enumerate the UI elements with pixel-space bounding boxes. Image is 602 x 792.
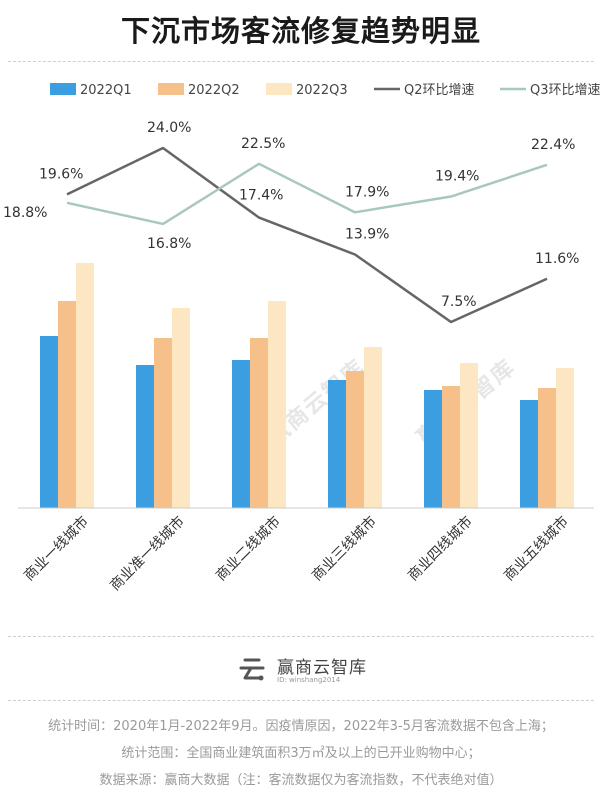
legend-label: 2022Q1 [80, 83, 132, 98]
bar [460, 363, 478, 508]
bar [232, 360, 250, 508]
bar [346, 371, 364, 508]
x-tick-labels: 商业一线城市 商业准一线城市 商业二线城市 商业三线城市 商业四线城市 商业五线城市 [20, 513, 571, 594]
footnote-source: 数据来源：赢商大数据（注：客流数据仅为客流指数，不代表绝对值） [99, 773, 503, 788]
logo-divider [8, 700, 594, 701]
bar-series [40, 263, 574, 508]
bar [136, 365, 154, 508]
bar [556, 368, 574, 508]
bar [442, 386, 460, 508]
bar [268, 301, 286, 508]
data-label: 17.4% [239, 188, 283, 204]
series-line [66, 162, 548, 226]
x-tick-label: 商业四线城市 [404, 513, 475, 584]
data-label: 11.6% [535, 251, 579, 267]
legend-swatch [158, 83, 184, 95]
legend-label: Q2环比增速 [404, 83, 475, 98]
data-label: 19.6% [39, 166, 83, 182]
brand-logo: 赢商云智库 ID: winshang2014 [237, 652, 377, 686]
bar [76, 263, 94, 508]
footer-divider [8, 636, 594, 637]
x-tick-label: 商业一线城市 [20, 513, 91, 584]
data-label: 13.9% [345, 227, 389, 243]
footnote-scope: 统计范围：全国商业建筑面积3万㎡及以上的已开业购物中心； [121, 746, 481, 761]
data-label: 18.8% [3, 205, 47, 221]
x-tick-label: 商业准一线城市 [107, 513, 188, 594]
bar [424, 390, 442, 508]
brand-name: 赢商云智库 [277, 658, 367, 678]
combo-chart: 2022Q1 2022Q2 2022Q3 Q2环比增速 Q3环比增速 19.6% 24.0… [3, 83, 601, 594]
data-label: 24.0% [147, 120, 191, 136]
x-tick-label: 商业五线城市 [500, 513, 571, 584]
series-line [66, 146, 548, 324]
bar [328, 380, 346, 508]
data-label: 22.5% [241, 136, 285, 152]
data-label: 17.9% [345, 184, 389, 200]
data-label: 7.5% [441, 294, 477, 310]
brand-id: ID: winshang2014 [277, 676, 341, 684]
footnote-time: 统计时间：2020年1月-2022年9月。因疫情原因，2022年3-5月客流数据… [48, 719, 554, 734]
bar [58, 301, 76, 508]
x-tick-label: 商业三线城市 [308, 513, 379, 584]
bar [40, 336, 58, 508]
bar [172, 308, 190, 508]
data-label: 16.8% [147, 236, 191, 252]
title-divider [8, 61, 594, 62]
legend-label: Q3环比增速 [530, 83, 601, 98]
bar [520, 400, 538, 508]
bar [364, 347, 382, 508]
legend-label: 2022Q3 [296, 83, 348, 98]
brand-logo-icon [239, 658, 265, 681]
x-tick-label: 商业二线城市 [212, 513, 283, 584]
data-label: 22.4% [531, 137, 575, 153]
legend: 2022Q1 2022Q2 2022Q3 Q2环比增速 Q3环比增速 [50, 83, 601, 98]
legend-label: 2022Q2 [188, 83, 240, 98]
bar [538, 388, 556, 508]
legend-swatch [50, 83, 76, 95]
chart-title: 下沉市场客流修复趋势明显 [120, 14, 481, 48]
data-labels: 19.6% 24.0% 17.4% 13.9% 7.5% 11.6% 18.8% 16.8% 2… [3, 120, 579, 310]
legend-swatch [266, 83, 292, 95]
line-series [66, 146, 548, 324]
bar [154, 338, 172, 508]
data-label: 19.4% [435, 169, 479, 185]
bar [250, 338, 268, 508]
